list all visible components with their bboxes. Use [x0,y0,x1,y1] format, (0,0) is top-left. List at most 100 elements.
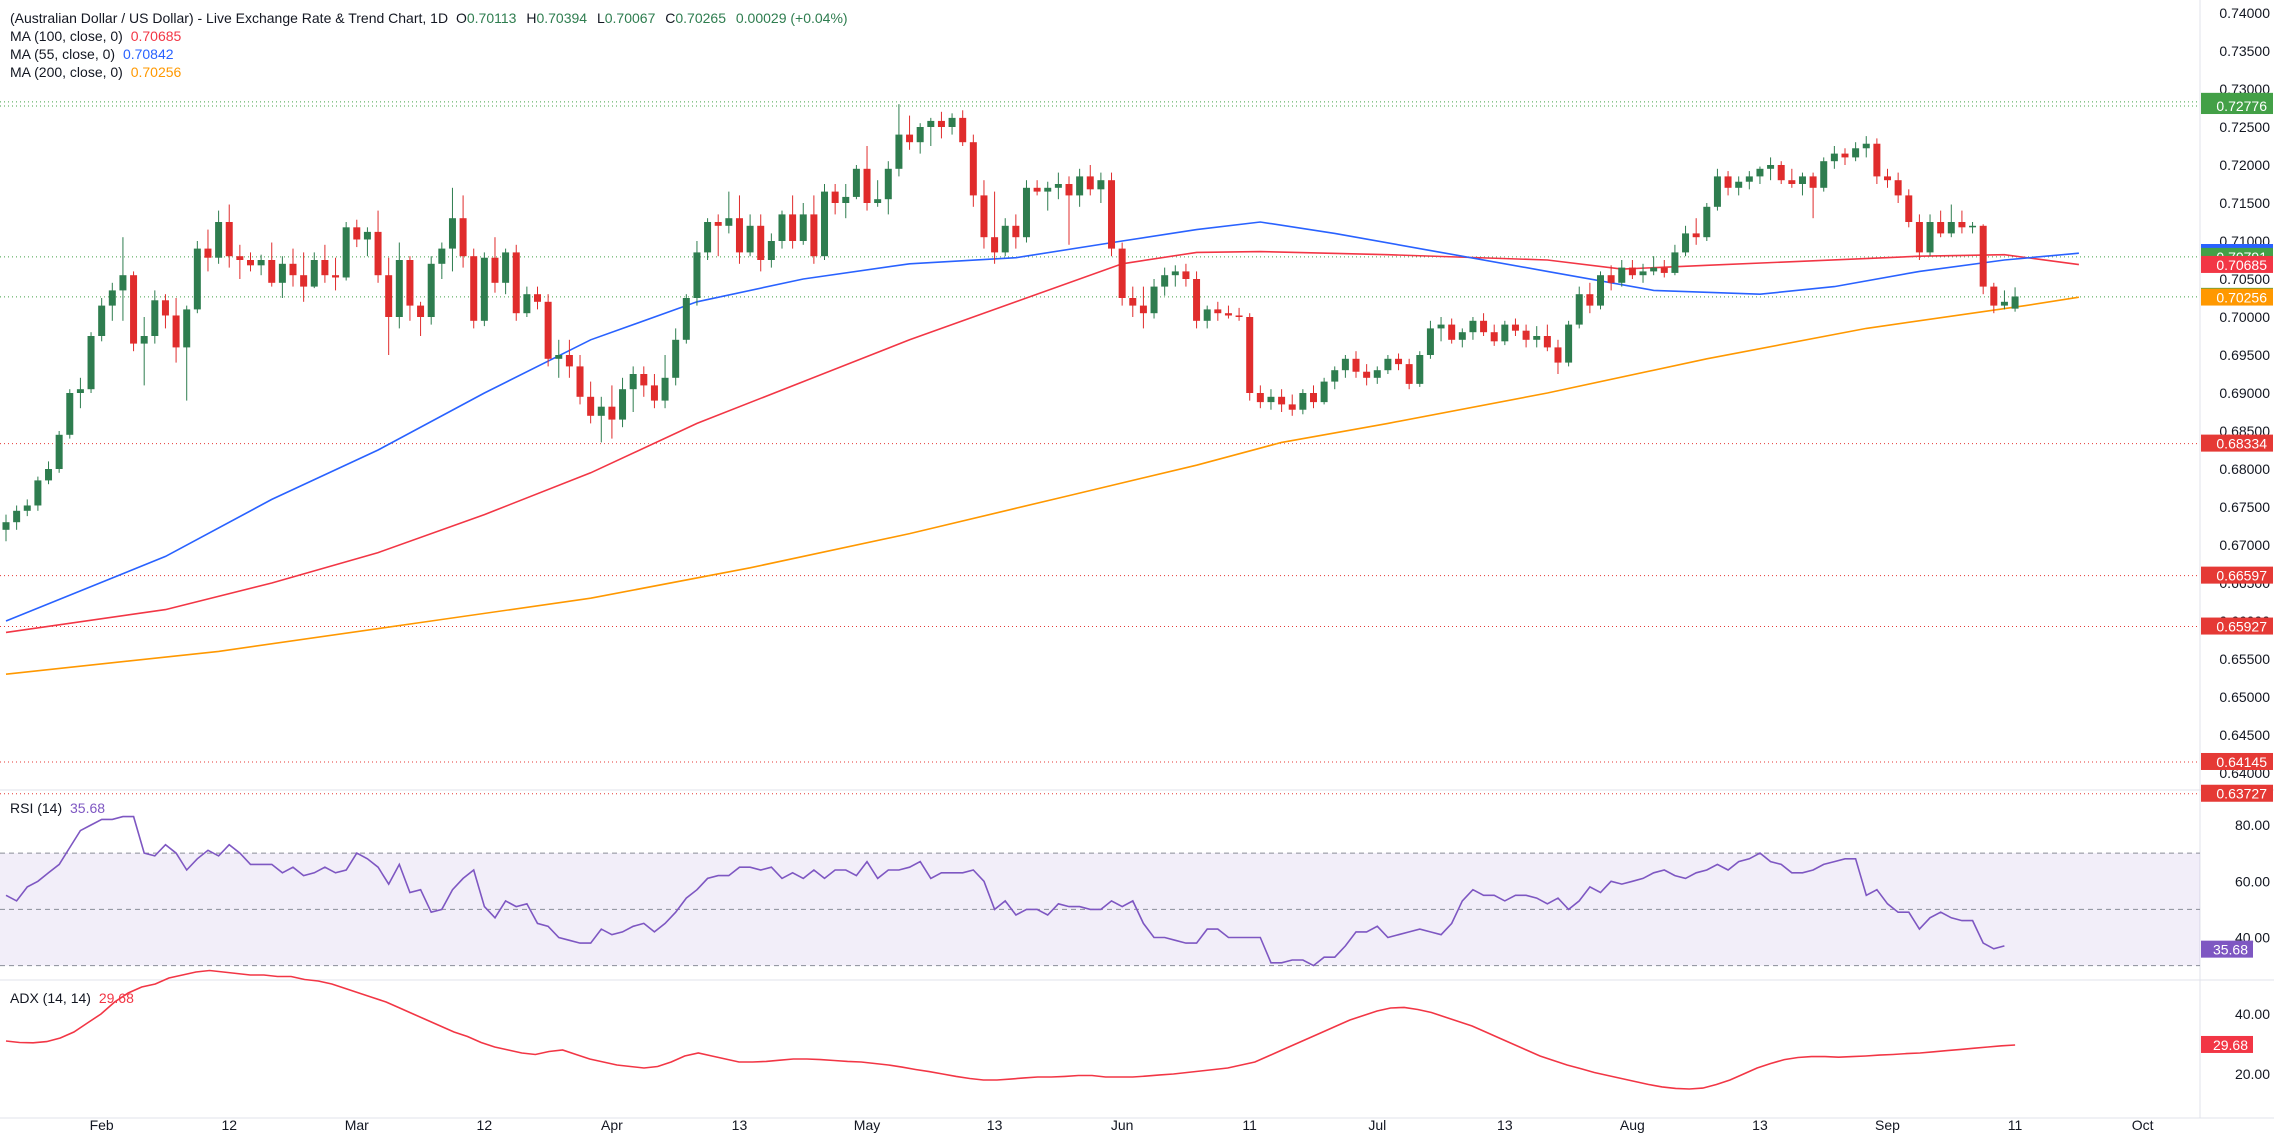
legend-ma200[interactable]: MA (200, close, 0) 0.70256 [10,64,185,80]
close-value: 0.70265 [675,10,726,26]
candle-body [555,355,563,359]
candle-body [1171,271,1179,276]
price-axis-label: 0.72776 [2216,98,2267,114]
candle-body [353,227,361,240]
candle-body [1108,180,1116,249]
candle-body [1214,309,1222,314]
candle-body [1639,271,1647,276]
candle-body [108,290,116,306]
candle-body [725,218,733,226]
legend-adx[interactable]: ADX (14, 14) 29.68 [10,990,138,1006]
candle-body [374,231,382,276]
x-tick-label: 13 [732,1117,748,1133]
x-tick-label: 12 [477,1117,493,1133]
candle-body [1767,165,1775,169]
candle-body [1299,393,1307,410]
candle-body [810,214,818,257]
candle-body [151,300,159,336]
candle-body [842,196,850,203]
legend-ma55[interactable]: MA (55, close, 0) 0.70842 [10,46,178,62]
candle-body [544,301,552,359]
candle-body [1937,222,1945,234]
candle-body [1331,370,1339,382]
candle-body [1161,275,1169,287]
candle-body [395,260,403,317]
candle-body [480,257,488,321]
candle-body [1341,358,1349,371]
legend-ma55-value: 0.70842 [122,46,174,62]
candle-body [640,374,648,386]
candle-body [1735,181,1743,188]
candle-body [746,225,754,253]
candle-body [1745,176,1753,182]
candle-body [1405,364,1413,384]
candle-body [278,263,286,283]
legend-ma100[interactable]: MA (100, close, 0) 0.70685 [10,28,185,44]
candles-group [2,104,2019,542]
candle-body [1522,330,1530,340]
candle-body [1437,324,1445,329]
candle-body [2011,296,2019,309]
candle-body [1650,267,1658,272]
chart-title: (Australian Dollar / US Dollar) - Live E… [10,10,449,26]
legend-ma200-label: MA (200, close, 0) [10,64,123,80]
candle-body [1905,195,1913,222]
candle-body [1575,294,1583,325]
price-tick-label: 0.70000 [2219,309,2270,325]
candle-body [661,377,669,401]
candle-body [2,522,10,530]
candle-body [1320,381,1328,403]
low-label: L [596,10,605,26]
candle-body [948,117,956,127]
candle-body [1288,404,1296,410]
adx-tick-label: 40.00 [2235,1006,2270,1022]
candle-body [1597,275,1604,306]
candle-body [34,480,42,506]
candle-body [1065,184,1073,196]
candle-body [1671,252,1679,273]
candle-body [1682,233,1690,253]
candle-body [1543,336,1551,348]
candle-body [1012,225,1020,238]
candle-body [183,309,191,348]
change-value: 0.00029 (+0.04%) [735,10,848,26]
price-tick-label: 0.68000 [2219,461,2270,477]
price-axis-label: 0.66597 [2216,568,2267,584]
candle-body [906,134,914,143]
open-value: 0.70113 [466,10,517,26]
candle-body [735,218,743,253]
candle-body [385,275,393,317]
candle-body [1756,168,1764,177]
candle-body [576,366,584,397]
candle-body [1607,275,1615,283]
price-axis-label-box [2201,566,2273,584]
price-tick-label: 0.69000 [2219,385,2270,401]
price-axis-label: 0.65927 [2216,619,2267,635]
candle-body [23,505,31,511]
price-tick-label: 0.70500 [2219,271,2270,287]
price-tick-label: 0.71500 [2219,195,2270,211]
candle-body [1352,358,1360,372]
candle-body [1001,225,1009,253]
candle-body [1490,332,1498,342]
candle-body [1224,313,1232,316]
price-tick-label: 0.64500 [2219,727,2270,743]
legend-rsi[interactable]: RSI (14) 35.68 [10,800,109,816]
candle-body [1628,267,1636,276]
candle-body [1054,184,1062,188]
candle-body [215,222,223,258]
candle-body [1979,225,1987,287]
candle-body [757,225,765,260]
x-tick-label: Aug [1620,1117,1645,1133]
candle-body [789,214,797,241]
candle-body [874,199,882,203]
close-label: C [665,10,676,26]
candle-body [1118,248,1126,298]
rsi-axis-label-box [2201,940,2253,958]
candle-body [310,260,318,287]
candle-body [13,510,21,523]
open-label: O [455,10,467,26]
candle-body [1246,317,1254,393]
price-axis-label-box [2201,255,2273,273]
x-tick-label: Jun [1111,1117,1134,1133]
